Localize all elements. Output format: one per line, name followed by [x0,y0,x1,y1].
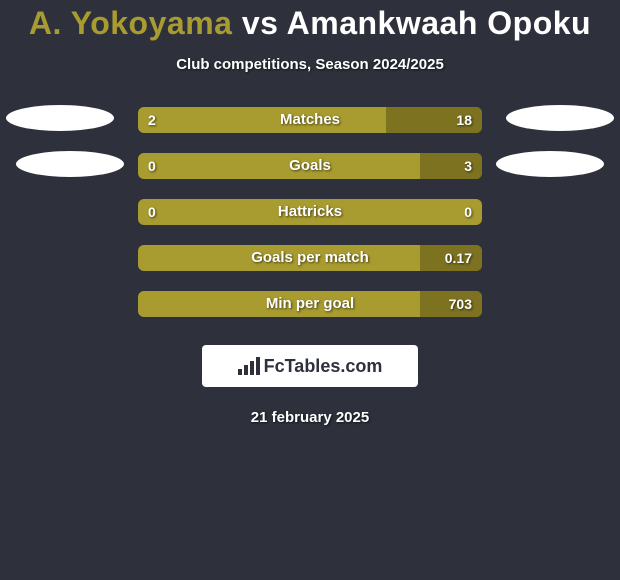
stat-value-right: 3 [464,153,472,179]
comparison-card: A. Yokoyama vs Amankwaah Opoku Club comp… [0,0,620,426]
stat-bar: 0.17Goals per match [138,245,482,271]
stat-value-right: 18 [456,107,472,133]
logo-text: FcTables.com [264,356,383,377]
stat-row: 03Goals [0,153,620,199]
stat-value-left: 0 [148,199,156,225]
logo-box[interactable]: FcTables.com [202,345,418,387]
stat-value-right: 0.17 [445,245,472,271]
stat-row: 703Min per goal [0,291,620,337]
stat-value-right: 0 [464,199,472,225]
stat-bar-fill [420,153,482,179]
stat-label: Hattricks [138,199,482,225]
vs-text: vs [242,5,279,41]
comparison-title: A. Yokoyama vs Amankwaah Opoku [0,5,620,42]
stat-bar: 03Goals [138,153,482,179]
stats-area: 218Matches03Goals00Hattricks0.17Goals pe… [0,107,620,337]
subtitle: Club competitions, Season 2024/2025 [0,56,620,73]
stat-row: 0 0Hattricks [0,199,620,245]
stat-bar: 218Matches [138,107,482,133]
stat-bar: 703Min per goal [138,291,482,317]
player2-marker [496,151,604,177]
stat-row: 218Matches [0,107,620,153]
stat-value-left: 0 [148,153,156,179]
player2-marker [506,105,614,131]
player1-marker [6,105,114,131]
player1-name: A. Yokoyama [29,5,233,41]
player1-marker [16,151,124,177]
stat-row: 0.17Goals per match [0,245,620,291]
stat-value-left: 2 [148,107,156,133]
stat-value-right: 703 [449,291,472,317]
date: 21 february 2025 [0,409,620,426]
player2-name: Amankwaah Opoku [287,5,591,41]
stat-bar: 0 0Hattricks [138,199,482,225]
bar-chart-icon [238,357,260,375]
logo: FcTables.com [238,356,383,377]
